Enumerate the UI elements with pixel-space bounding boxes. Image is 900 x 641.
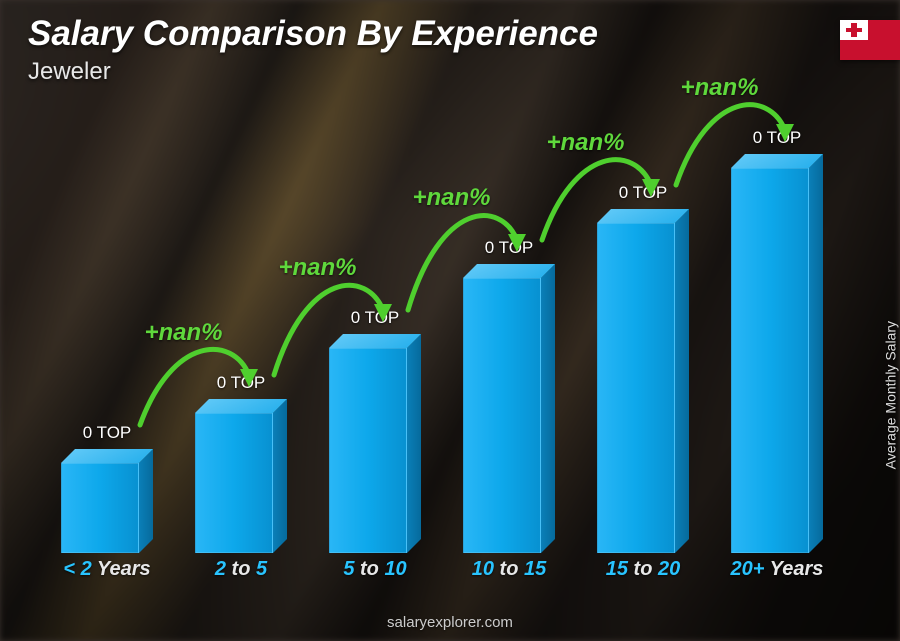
chart-subtitle: Jeweler <box>28 58 111 86</box>
increase-arrow: +nan% <box>404 194 547 340</box>
increase-arrow: +nan% <box>538 139 681 270</box>
bar-front-face <box>61 463 139 553</box>
increase-label: +nan% <box>279 254 357 282</box>
bar-x-label: 20+ Years <box>710 558 844 581</box>
y-axis-label: Average Monthly Salary <box>882 321 898 469</box>
increase-label: +nan% <box>681 74 759 102</box>
increase-arrow: +nan% <box>136 329 279 455</box>
flag-canton <box>840 20 868 40</box>
increase-arrow: +nan% <box>270 264 413 405</box>
bar-front-face <box>597 223 675 553</box>
bar-x-label: 2 to 5 <box>174 558 308 581</box>
arrow-svg <box>136 329 279 455</box>
arrow-svg <box>672 84 815 215</box>
bar-x-label: 15 to 20 <box>576 558 710 581</box>
bar-front-face <box>731 168 809 553</box>
increase-label: +nan% <box>413 184 491 212</box>
increase-label: +nan% <box>145 319 223 347</box>
bar <box>61 449 153 553</box>
flag-tonga <box>840 20 900 60</box>
bar-x-label: 5 to 10 <box>308 558 442 581</box>
arrow-svg <box>538 139 681 270</box>
bar-chart: 0 TOP< 2 Years0 TOP2 to 5+nan%0 TOP5 to … <box>40 100 845 581</box>
increase-label: +nan% <box>547 129 625 157</box>
bar-x-label: 10 to 15 <box>442 558 576 581</box>
arrow-svg <box>404 194 547 340</box>
flag-cross-horizontal <box>846 28 862 32</box>
increase-arrow: +nan% <box>672 84 815 215</box>
bar-x-label: < 2 Years <box>40 558 174 581</box>
bar-side-face <box>139 449 153 553</box>
footer-credit: salaryexplorer.com <box>0 614 900 631</box>
chart-title: Salary Comparison By Experience <box>28 14 598 54</box>
arrow-svg <box>270 264 413 405</box>
bar-value-label: 0 TOP <box>83 423 132 443</box>
chart-container: Salary Comparison By Experience Jeweler … <box>0 0 900 641</box>
